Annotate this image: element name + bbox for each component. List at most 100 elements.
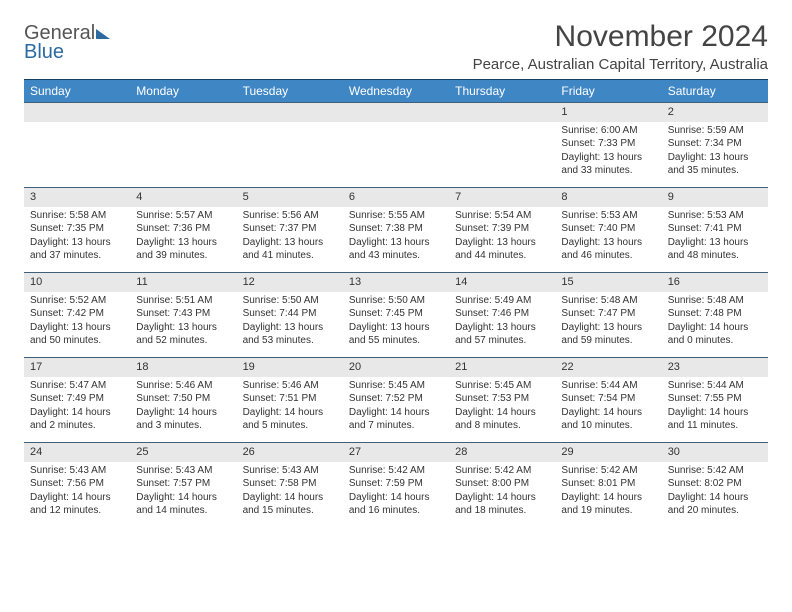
week-row: 24Sunrise: 5:43 AMSunset: 7:56 PMDayligh… xyxy=(24,442,768,527)
day-number: 13 xyxy=(343,273,449,292)
sunset-line: Sunset: 7:47 PM xyxy=(561,307,655,321)
sunrise-line: Sunrise: 5:42 AM xyxy=(561,464,655,478)
day-number: 16 xyxy=(662,273,768,292)
day-number-empty xyxy=(237,103,343,122)
day-body: Sunrise: 5:56 AMSunset: 7:37 PMDaylight:… xyxy=(237,207,343,267)
sunrise-line: Sunrise: 5:45 AM xyxy=(349,379,443,393)
logo-text: General Blue xyxy=(24,24,110,62)
daylight-line: Daylight: 13 hours and 52 minutes. xyxy=(136,321,230,348)
sunset-line: Sunset: 8:02 PM xyxy=(668,477,762,491)
week-row: 1Sunrise: 6:00 AMSunset: 7:33 PMDaylight… xyxy=(24,102,768,187)
logo: General Blue xyxy=(24,20,110,62)
weekday-header-cell: Wednesday xyxy=(343,80,449,102)
daylight-line: Daylight: 13 hours and 55 minutes. xyxy=(349,321,443,348)
weekday-header-row: SundayMondayTuesdayWednesdayThursdayFrid… xyxy=(24,80,768,102)
sunrise-line: Sunrise: 5:43 AM xyxy=(30,464,124,478)
day-number-empty xyxy=(130,103,236,122)
sunrise-line: Sunrise: 5:43 AM xyxy=(136,464,230,478)
day-number-empty xyxy=(24,103,130,122)
weekday-header-cell: Friday xyxy=(555,80,661,102)
sunset-line: Sunset: 7:43 PM xyxy=(136,307,230,321)
sunset-line: Sunset: 7:34 PM xyxy=(668,137,762,151)
day-number: 26 xyxy=(237,443,343,462)
logo-line2: Blue xyxy=(24,41,64,63)
day-body: Sunrise: 5:50 AMSunset: 7:44 PMDaylight:… xyxy=(237,292,343,352)
month-title: November 2024 xyxy=(473,20,768,54)
day-body: Sunrise: 5:43 AMSunset: 7:58 PMDaylight:… xyxy=(237,462,343,522)
day-body: Sunrise: 5:52 AMSunset: 7:42 PMDaylight:… xyxy=(24,292,130,352)
daylight-line: Daylight: 13 hours and 50 minutes. xyxy=(30,321,124,348)
daylight-line: Daylight: 13 hours and 43 minutes. xyxy=(349,236,443,263)
day-body: Sunrise: 5:58 AMSunset: 7:35 PMDaylight:… xyxy=(24,207,130,267)
weekday-header-cell: Thursday xyxy=(449,80,555,102)
day-cell: 22Sunrise: 5:44 AMSunset: 7:54 PMDayligh… xyxy=(555,358,661,442)
day-cell: 1Sunrise: 6:00 AMSunset: 7:33 PMDaylight… xyxy=(555,103,661,187)
weekday-header-cell: Tuesday xyxy=(237,80,343,102)
day-body: Sunrise: 5:44 AMSunset: 7:54 PMDaylight:… xyxy=(555,377,661,437)
header: General Blue November 2024 Pearce, Austr… xyxy=(24,20,768,73)
day-body: Sunrise: 5:46 AMSunset: 7:51 PMDaylight:… xyxy=(237,377,343,437)
day-number: 5 xyxy=(237,188,343,207)
sunrise-line: Sunrise: 5:48 AM xyxy=(668,294,762,308)
sunset-line: Sunset: 7:53 PM xyxy=(455,392,549,406)
title-block: November 2024 Pearce, Australian Capital… xyxy=(473,20,768,73)
calendar-grid: SundayMondayTuesdayWednesdayThursdayFrid… xyxy=(24,79,768,527)
daylight-line: Daylight: 14 hours and 14 minutes. xyxy=(136,491,230,518)
sunrise-line: Sunrise: 5:44 AM xyxy=(561,379,655,393)
sunset-line: Sunset: 7:44 PM xyxy=(243,307,337,321)
location-subtitle: Pearce, Australian Capital Territory, Au… xyxy=(473,56,768,73)
day-number: 17 xyxy=(24,358,130,377)
sunrise-line: Sunrise: 5:42 AM xyxy=(455,464,549,478)
daylight-line: Daylight: 13 hours and 44 minutes. xyxy=(455,236,549,263)
sunrise-line: Sunrise: 5:56 AM xyxy=(243,209,337,223)
day-number: 1 xyxy=(555,103,661,122)
daylight-line: Daylight: 13 hours and 57 minutes. xyxy=(455,321,549,348)
day-cell xyxy=(237,103,343,187)
day-cell: 13Sunrise: 5:50 AMSunset: 7:45 PMDayligh… xyxy=(343,273,449,357)
day-number: 15 xyxy=(555,273,661,292)
daylight-line: Daylight: 14 hours and 15 minutes. xyxy=(243,491,337,518)
day-body: Sunrise: 5:42 AMSunset: 7:59 PMDaylight:… xyxy=(343,462,449,522)
day-number: 11 xyxy=(130,273,236,292)
day-number: 28 xyxy=(449,443,555,462)
daylight-line: Daylight: 13 hours and 39 minutes. xyxy=(136,236,230,263)
day-cell: 9Sunrise: 5:53 AMSunset: 7:41 PMDaylight… xyxy=(662,188,768,272)
day-body: Sunrise: 5:54 AMSunset: 7:39 PMDaylight:… xyxy=(449,207,555,267)
day-number: 29 xyxy=(555,443,661,462)
day-number: 20 xyxy=(343,358,449,377)
weekday-header-cell: Sunday xyxy=(24,80,130,102)
day-cell: 12Sunrise: 5:50 AMSunset: 7:44 PMDayligh… xyxy=(237,273,343,357)
day-cell: 28Sunrise: 5:42 AMSunset: 8:00 PMDayligh… xyxy=(449,443,555,527)
sunrise-line: Sunrise: 5:53 AM xyxy=(561,209,655,223)
daylight-line: Daylight: 14 hours and 20 minutes. xyxy=(668,491,762,518)
daylight-line: Daylight: 13 hours and 33 minutes. xyxy=(561,151,655,178)
sunrise-line: Sunrise: 5:52 AM xyxy=(30,294,124,308)
daylight-line: Daylight: 13 hours and 48 minutes. xyxy=(668,236,762,263)
sunrise-line: Sunrise: 5:50 AM xyxy=(243,294,337,308)
day-body: Sunrise: 5:51 AMSunset: 7:43 PMDaylight:… xyxy=(130,292,236,352)
day-body: Sunrise: 5:42 AMSunset: 8:00 PMDaylight:… xyxy=(449,462,555,522)
sunrise-line: Sunrise: 5:45 AM xyxy=(455,379,549,393)
day-body: Sunrise: 5:45 AMSunset: 7:53 PMDaylight:… xyxy=(449,377,555,437)
logo-mark-icon xyxy=(96,29,110,39)
day-number-empty xyxy=(343,103,449,122)
day-cell: 7Sunrise: 5:54 AMSunset: 7:39 PMDaylight… xyxy=(449,188,555,272)
day-body: Sunrise: 5:48 AMSunset: 7:48 PMDaylight:… xyxy=(662,292,768,352)
day-number: 3 xyxy=(24,188,130,207)
day-number: 21 xyxy=(449,358,555,377)
sunset-line: Sunset: 7:42 PM xyxy=(30,307,124,321)
daylight-line: Daylight: 14 hours and 5 minutes. xyxy=(243,406,337,433)
day-number: 4 xyxy=(130,188,236,207)
sunrise-line: Sunrise: 5:55 AM xyxy=(349,209,443,223)
daylight-line: Daylight: 13 hours and 41 minutes. xyxy=(243,236,337,263)
sunrise-line: Sunrise: 5:44 AM xyxy=(668,379,762,393)
day-number-empty xyxy=(449,103,555,122)
day-number: 7 xyxy=(449,188,555,207)
day-body: Sunrise: 5:45 AMSunset: 7:52 PMDaylight:… xyxy=(343,377,449,437)
day-body: Sunrise: 5:53 AMSunset: 7:40 PMDaylight:… xyxy=(555,207,661,267)
sunset-line: Sunset: 7:37 PM xyxy=(243,222,337,236)
day-number: 30 xyxy=(662,443,768,462)
sunrise-line: Sunrise: 5:58 AM xyxy=(30,209,124,223)
weeks-container: 1Sunrise: 6:00 AMSunset: 7:33 PMDaylight… xyxy=(24,102,768,527)
sunrise-line: Sunrise: 6:00 AM xyxy=(561,124,655,138)
